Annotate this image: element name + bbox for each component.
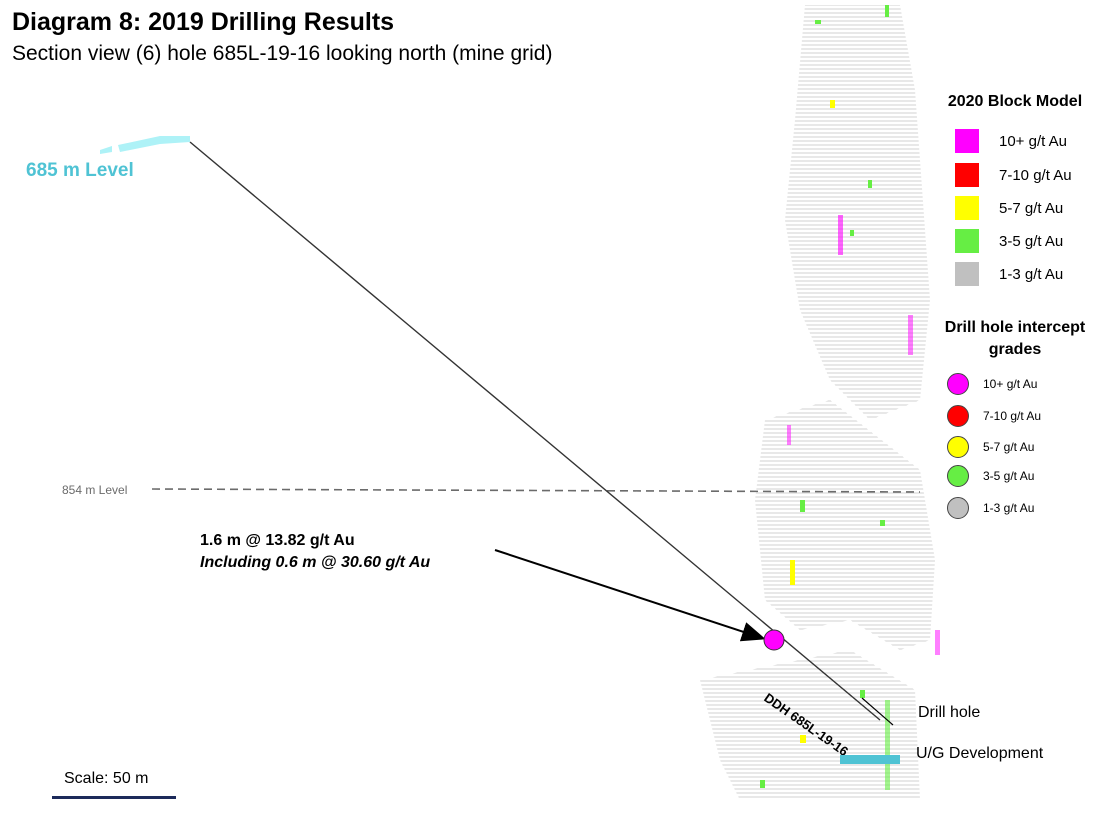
key-drill-hole-label: Drill hole [918,704,981,721]
intercept-line-2: Including 0.6 m @ 30.60 g/t Au [200,554,431,571]
block-model-grade-specks [760,5,940,790]
block-model-legend-item: 5-7 g/t Au [955,195,1063,221]
legend-swatch [955,129,979,153]
scale-label: Scale: 50 m [64,770,149,787]
block-model-legend-item: 1-3 g/t Au [955,261,1063,287]
block-model-legend-item: 7-10 g/t Au [955,162,1072,188]
intercept-marker [763,629,785,651]
legend-label: 5-7 g/t Au [999,199,1064,217]
legend-label: 3-5 g/t Au [983,469,1035,483]
legend-swatch [955,163,979,187]
legend-label: 1-3 g/t Au [983,501,1035,515]
page-subtitle: Section view (6) hole 685L-19-16 looking… [12,42,553,65]
intercept-line-1: 1.6 m @ 13.82 g/t Au [200,532,355,549]
block-model-zone-upper [785,5,930,420]
block-model-legend-item: 10+ g/t Au [955,128,1067,154]
key-ug-development-label: U/G Development [916,745,1044,762]
legend-dot [947,497,969,519]
drill-hole-legend-item: 5-7 g/t Au [947,435,1034,459]
drill-hole-legend-title: Drill hole intercept grades [944,319,1086,358]
drill-hole-legend-item: 3-5 g/t Au [947,464,1034,488]
legend-swatch [955,229,979,253]
legend-swatch [955,196,979,220]
scale-bar [52,796,176,799]
level-685-label: 685 m Level [26,160,134,181]
drill-hole-legend-item: 10+ g/t Au [947,372,1037,396]
legend-dot [947,436,969,458]
legend-label: 7-10 g/t Au [999,166,1072,184]
legend-label: 3-5 g/t Au [999,232,1064,250]
legend-label: 10+ g/t Au [999,132,1067,150]
level-854-line [151,488,921,493]
intercept-annotation: 1.6 m @ 13.82 g/t Au Including 0.6 m @ 3… [200,530,430,574]
legend-dot [947,465,969,487]
level-685-development [100,136,190,154]
block-model-zone-middle [755,400,935,650]
legend-dot [947,405,969,427]
legend-swatch [955,262,979,286]
block-model-legend-title: 2020 Block Model [947,93,1083,110]
legend-label: 5-7 g/t Au [983,440,1035,454]
legend-label: 1-3 g/t Au [999,265,1064,283]
block-model-legend-item: 3-5 g/t Au [955,228,1063,254]
drill-hole-legend-item: 7-10 g/t Au [947,404,1041,428]
drill-hole-legend-item: 1-3 g/t Au [947,496,1034,520]
key-drill-hole-line [861,697,894,726]
level-854-label: 854 m Level [62,483,128,497]
key-ug-development-swatch [840,755,900,764]
legend-label: 10+ g/t Au [983,377,1038,391]
block-model-zones [700,5,940,800]
legend-label: 7-10 g/t Au [983,409,1042,423]
page-title: Diagram 8: 2019 Drilling Results [12,8,395,36]
legend-dot [947,373,969,395]
intercept-arrow [494,549,766,642]
